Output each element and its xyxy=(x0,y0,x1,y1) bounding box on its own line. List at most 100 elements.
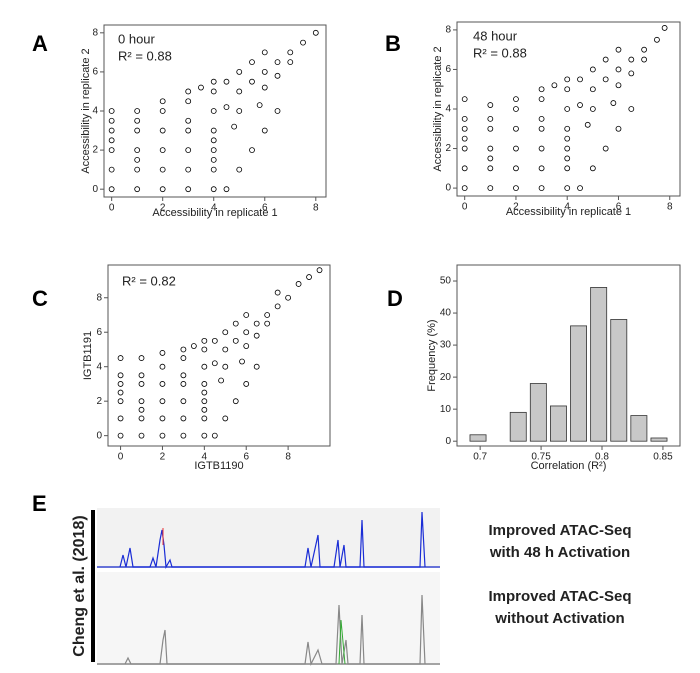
x-tick-label: 6 xyxy=(262,203,268,214)
point xyxy=(487,145,494,152)
point xyxy=(628,56,635,63)
point xyxy=(589,106,596,112)
point xyxy=(180,398,187,405)
point xyxy=(564,185,571,191)
x-tick-label: 6 xyxy=(243,452,249,463)
point xyxy=(159,186,166,193)
point xyxy=(185,166,192,173)
point xyxy=(461,145,468,152)
point xyxy=(223,78,230,85)
panel-letter: D xyxy=(387,286,403,311)
point xyxy=(513,106,519,112)
point xyxy=(185,98,192,105)
x-tick-label: 8 xyxy=(667,202,673,213)
point xyxy=(138,381,145,387)
point xyxy=(138,398,145,405)
plot-frame xyxy=(107,264,331,447)
point xyxy=(538,145,545,152)
point xyxy=(108,127,115,134)
point xyxy=(615,66,622,73)
point xyxy=(243,343,250,349)
point xyxy=(117,355,124,361)
point xyxy=(211,432,218,439)
point xyxy=(300,39,306,46)
point xyxy=(180,415,187,422)
point xyxy=(274,72,281,79)
x-tick-label: 4 xyxy=(564,202,570,213)
y-tick-label: 50 xyxy=(440,276,452,287)
track-label: Improved ATAC-Seq xyxy=(488,522,631,539)
bar xyxy=(650,437,668,442)
point xyxy=(108,117,115,124)
point xyxy=(538,115,545,122)
point xyxy=(577,76,583,83)
x-tick-label: 0 xyxy=(118,452,124,463)
point xyxy=(236,88,243,95)
point xyxy=(201,381,208,387)
point xyxy=(306,274,312,280)
citation: Cheng et al. (2018) xyxy=(71,515,88,656)
point xyxy=(108,108,115,114)
point xyxy=(295,281,302,287)
point xyxy=(253,363,260,370)
point xyxy=(180,381,187,387)
bar xyxy=(590,287,608,442)
y-tick-label: 8 xyxy=(92,27,98,38)
x-tick-label: 0.8 xyxy=(595,452,609,463)
point xyxy=(261,84,268,91)
point xyxy=(232,398,239,405)
point xyxy=(461,135,468,142)
point xyxy=(589,165,596,172)
x-axis-label: Accessibility in replicate 1 xyxy=(152,207,277,219)
point xyxy=(236,108,243,114)
point xyxy=(108,166,115,173)
point xyxy=(602,145,609,152)
point xyxy=(538,125,545,132)
x-axis-label: Accessibility in replicate 1 xyxy=(506,206,631,218)
track-label: with 48 h Activation xyxy=(489,544,630,561)
point xyxy=(285,294,292,301)
x-tick-label: 0 xyxy=(109,203,115,214)
panel-letter: B xyxy=(385,31,401,56)
point xyxy=(134,156,141,163)
point xyxy=(180,372,187,379)
y-tick-label: 0 xyxy=(92,184,98,195)
point xyxy=(538,86,545,93)
x-tick-label: 8 xyxy=(285,452,291,463)
point xyxy=(261,127,268,134)
point xyxy=(538,96,545,103)
point xyxy=(513,165,519,172)
point xyxy=(287,59,294,66)
y-tick-label: 0 xyxy=(96,430,102,441)
point xyxy=(564,125,571,132)
point xyxy=(641,46,648,53)
point xyxy=(461,115,468,122)
x-tick-label: 4 xyxy=(202,452,208,463)
point xyxy=(243,329,250,336)
point xyxy=(564,86,571,93)
point xyxy=(236,69,243,75)
bar xyxy=(469,434,487,442)
point xyxy=(222,346,229,353)
point xyxy=(564,106,571,112)
point xyxy=(231,123,238,130)
bar xyxy=(570,325,587,442)
point xyxy=(201,346,208,353)
point xyxy=(602,76,609,83)
point xyxy=(218,377,224,384)
point xyxy=(253,332,260,339)
track-signal xyxy=(119,511,426,569)
point xyxy=(461,165,468,172)
point xyxy=(210,166,217,173)
point xyxy=(487,155,494,162)
point xyxy=(538,165,545,172)
point xyxy=(138,355,145,361)
point xyxy=(461,185,468,191)
point xyxy=(211,337,218,344)
x-axis-label: Correlation (R²) xyxy=(531,460,607,472)
x-tick-label: 4 xyxy=(211,203,217,214)
point xyxy=(117,389,124,396)
point xyxy=(615,46,622,53)
point xyxy=(159,350,166,356)
point xyxy=(513,96,519,103)
